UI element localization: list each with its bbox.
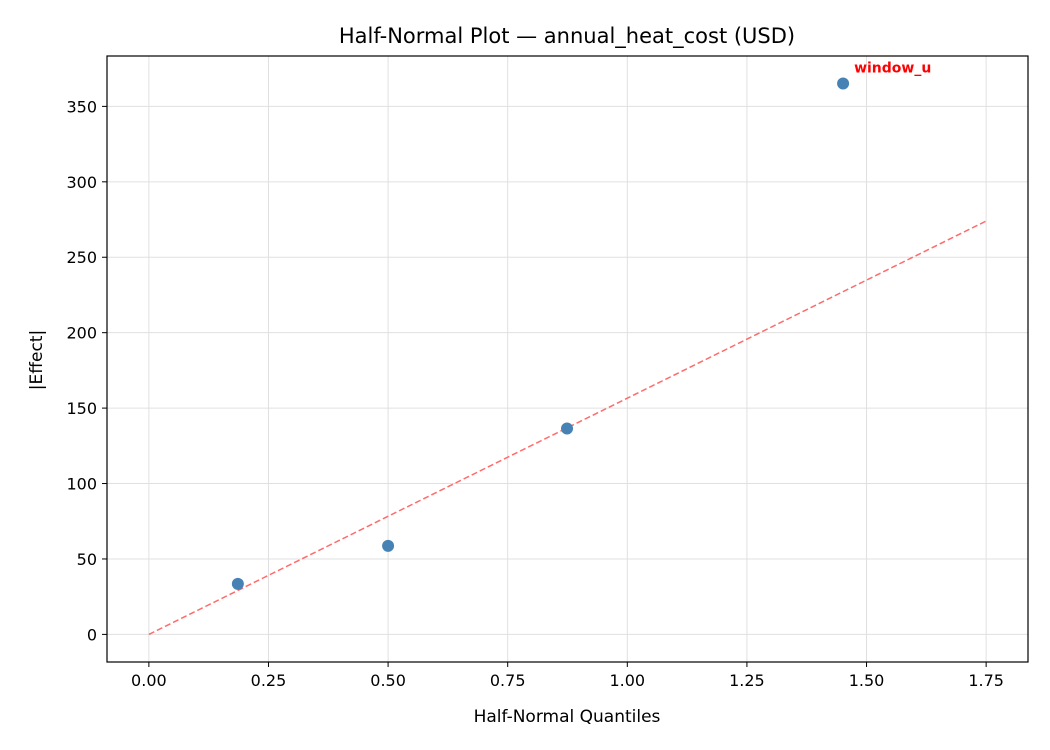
y-tick-label: 200 [66,324,97,343]
x-tick-label: 1.50 [849,671,885,690]
data-point [382,539,395,552]
chart-title: Half-Normal Plot — annual_heat_cost (USD… [339,24,795,49]
x-tick-label: 1.75 [968,671,1004,690]
x-tick-label: 0.50 [370,671,406,690]
x-axis-ticks: 0.00 0.25 0.50 0.75 1.00 1.25 1.50 1.75 [131,662,1004,690]
data-points [231,77,850,590]
y-tick-label: 350 [66,97,97,116]
y-axis-label: |Effect| [27,330,47,390]
data-point [837,77,850,90]
x-tick-label: 1.00 [609,671,645,690]
y-tick-label: 300 [66,173,97,192]
x-axis-label: Half-Normal Quantiles [474,707,661,727]
reference-line [148,220,987,636]
annotations: window_u [854,60,931,76]
data-point [561,422,574,435]
plot-frame [106,55,1029,663]
data-point [231,577,244,590]
y-axis-ticks: 0 50 100 150 200 250 300 350 [66,97,107,644]
x-tick-label: 0.75 [490,671,526,690]
point-annotation: window_u [854,60,931,76]
x-tick-label: 0.00 [131,671,167,690]
y-tick-label: 100 [66,475,97,494]
x-tick-label: 1.25 [729,671,765,690]
x-tick-label: 0.25 [251,671,287,690]
y-tick-label: 250 [66,248,97,267]
y-tick-label: 150 [66,399,97,418]
grid [107,56,1028,662]
y-tick-label: 50 [77,550,97,569]
y-tick-label: 0 [87,625,97,644]
